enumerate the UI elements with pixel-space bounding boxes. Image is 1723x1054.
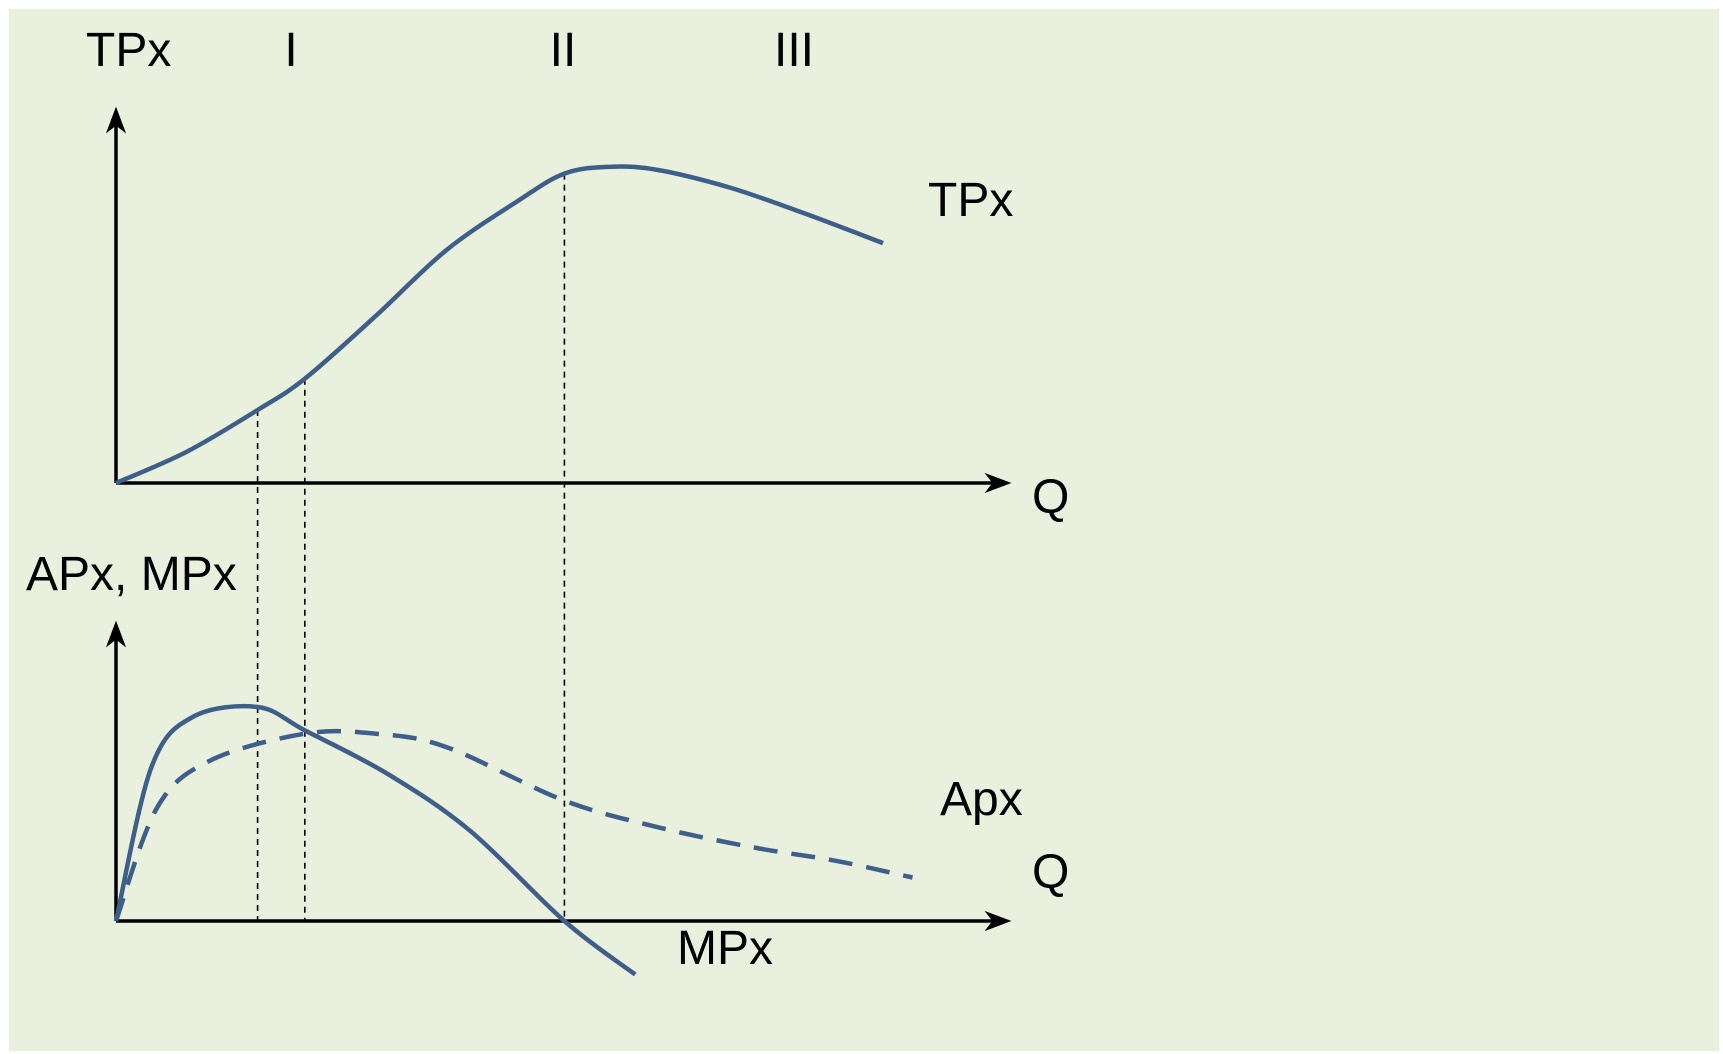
bottom-x-axis-arrowhead [984,910,1012,932]
top-axes [105,106,1012,494]
curves-layer [113,164,913,977]
stage-guide-lines [256,173,566,921]
apx-curve-label: Apx [940,773,1023,826]
tpx-curve-label: TPx [928,174,1013,227]
figure-background [9,9,1719,1051]
mpx-curve-label: MPx [677,922,773,975]
series-line-mpx [113,703,637,977]
stage-label-2: II [550,24,577,77]
stage-label-3: III [774,24,814,77]
bottom-y-axis-arrowhead [105,620,127,648]
series-line-tpx [115,164,884,486]
bottom-x-axis-label: Q [1032,846,1069,899]
bottom-y-axis-label: APx, MPx [26,548,237,601]
top-y-axis-label: TPx [86,24,171,77]
top-x-axis-arrowhead [984,472,1012,494]
bottom-axes [105,620,1012,932]
series-line-apx [113,728,913,922]
top-x-axis-label: Q [1032,471,1069,524]
top-y-axis-arrowhead [105,106,127,134]
stage-label-1: I [284,24,297,77]
